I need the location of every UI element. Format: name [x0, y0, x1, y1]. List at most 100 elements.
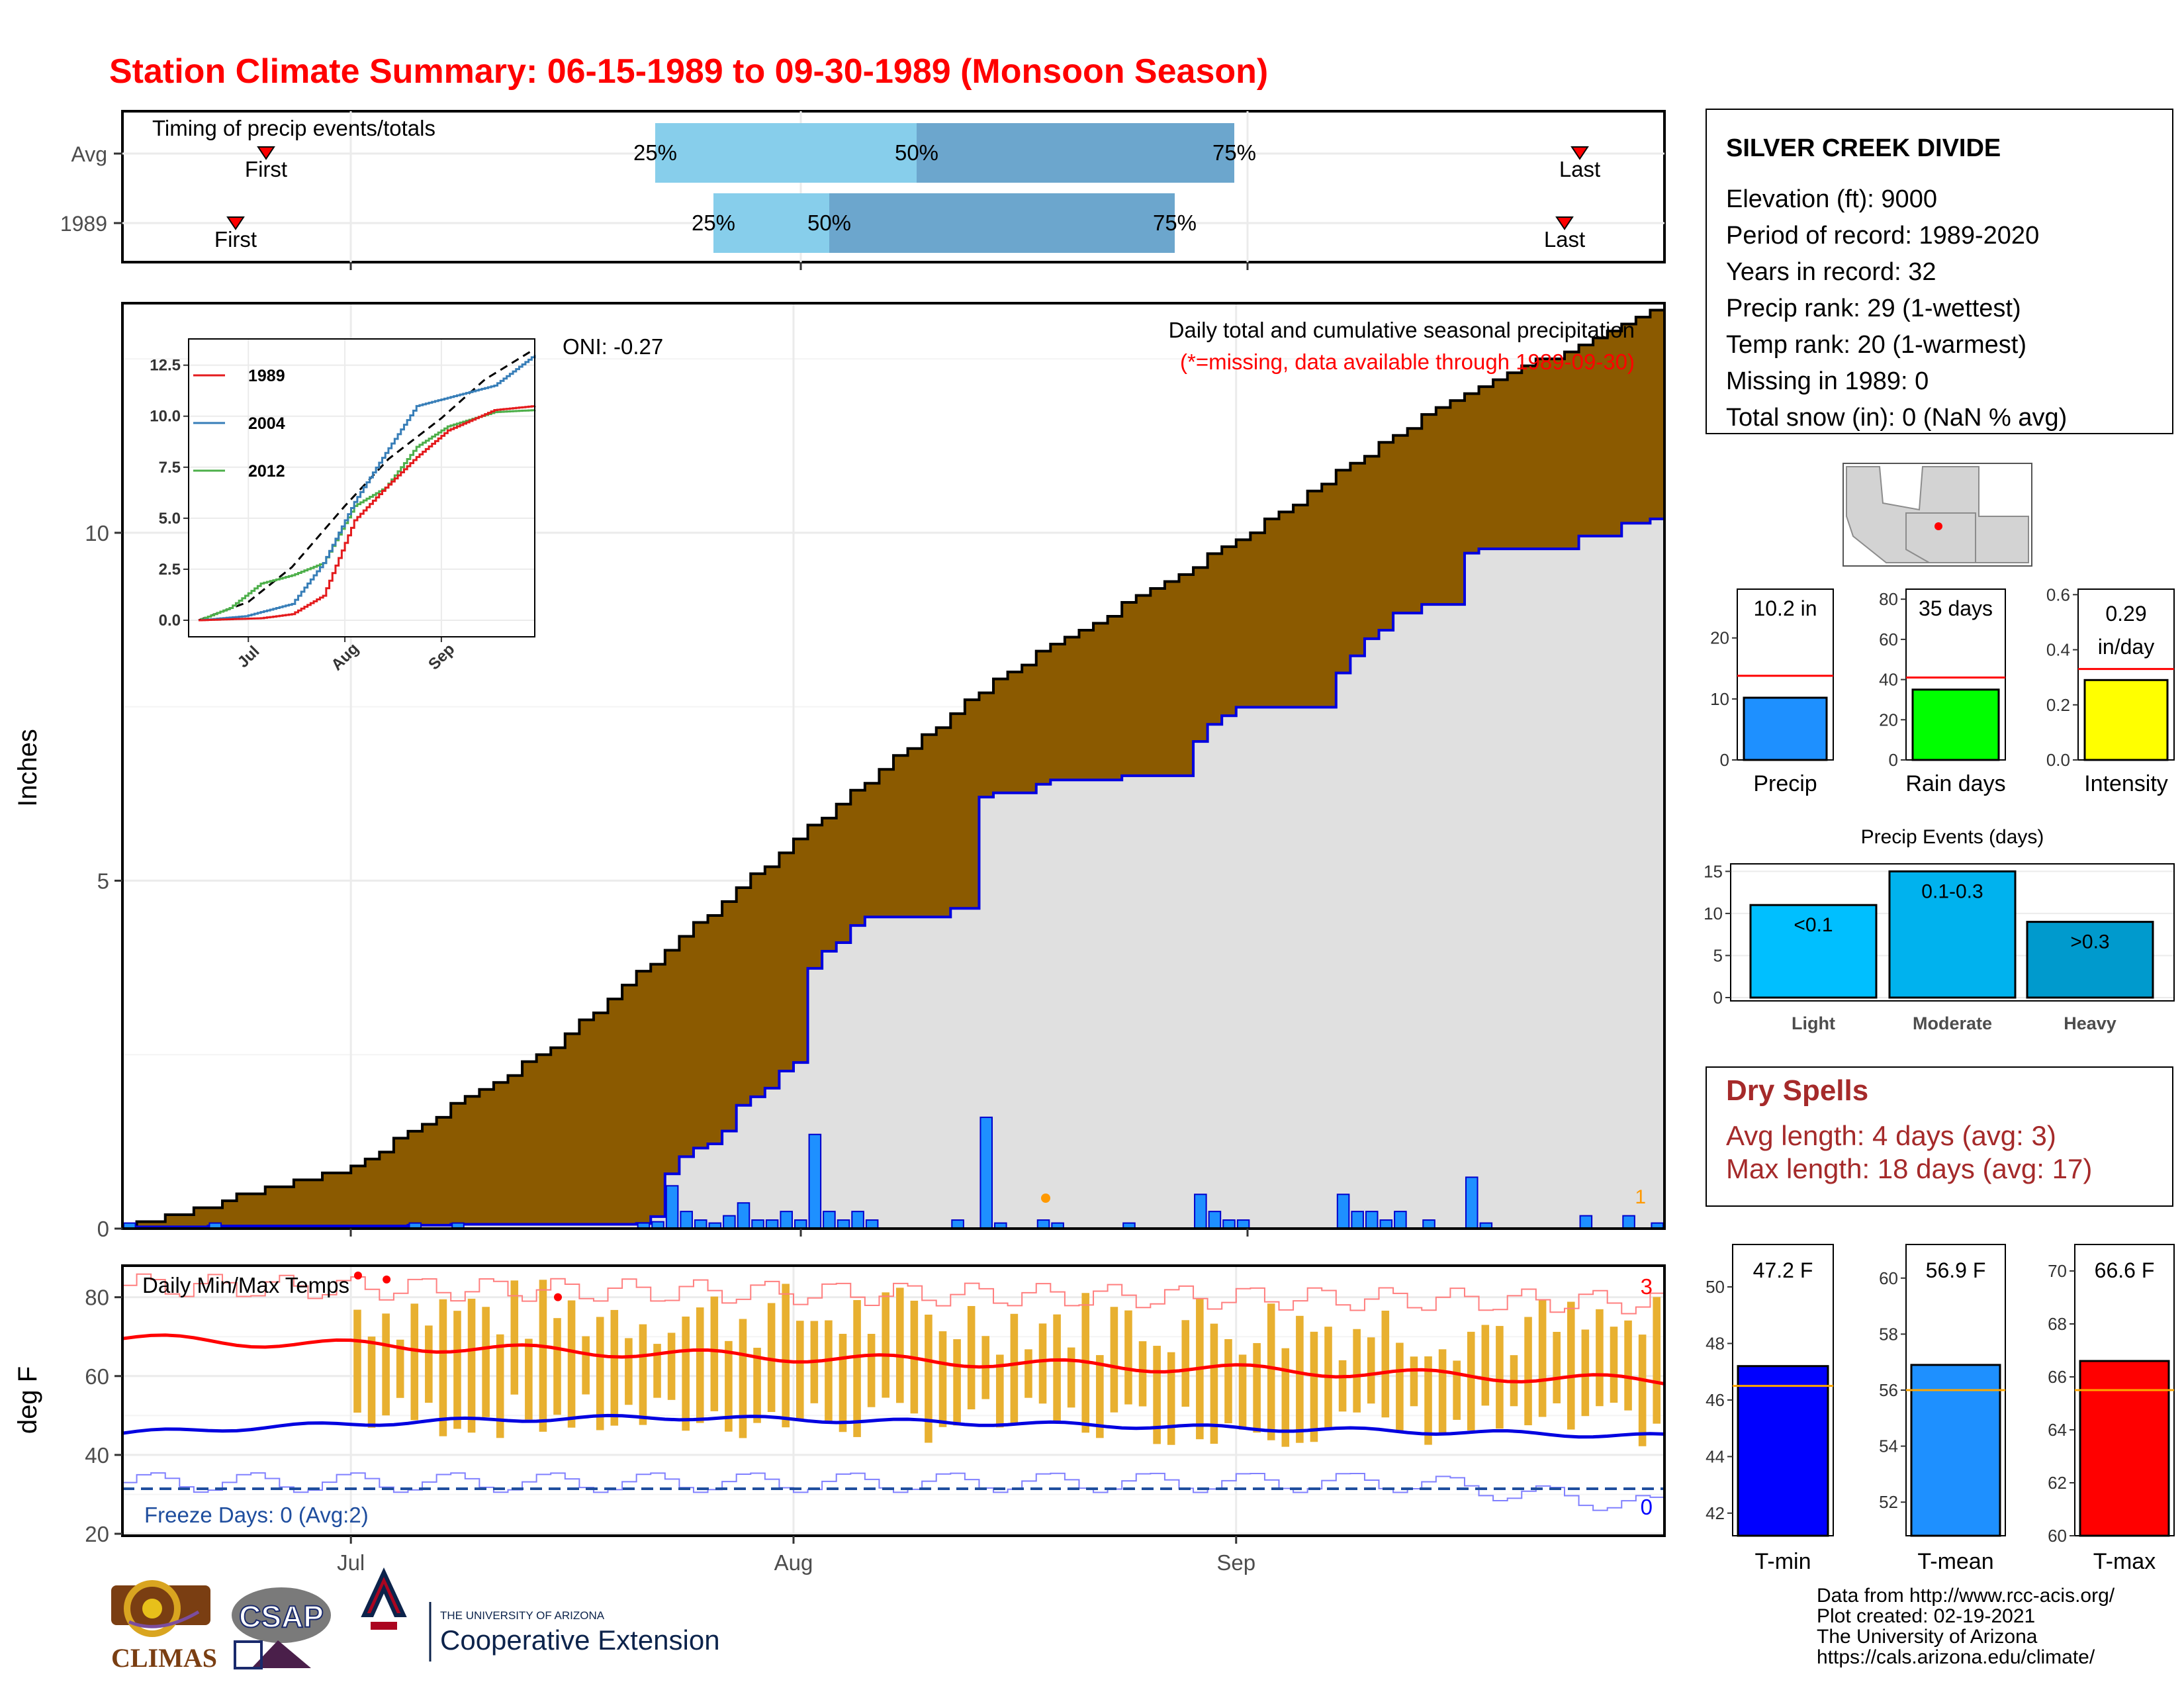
daily-temp-bar — [1124, 1310, 1132, 1405]
temp-summary-bar — [1910, 1364, 2001, 1537]
summary-bar-intensity: 0.0 0.2 0.4 0.6 0.29 in/day Intensity — [2046, 585, 2175, 796]
daily-temp-bar — [1353, 1329, 1361, 1413]
daily-precip-bar — [1394, 1211, 1407, 1230]
daily-temp-bar — [567, 1300, 576, 1428]
credit-line: https://cals.arizona.edu/climate/ — [1817, 1646, 2095, 1668]
inset-y-tick-label: 5.0 — [159, 510, 181, 528]
temp-summary-t-max: 60 62 64 66 68 70 66.6 F T-max — [2048, 1244, 2175, 1574]
daily-temp-bar — [425, 1325, 433, 1403]
daily-temp-bar — [867, 1334, 876, 1407]
timing-row-avg: Avg — [71, 142, 107, 166]
summary-value-label: 35 days — [1919, 596, 1993, 620]
station-line: Elevation (ft): 9000 — [1726, 185, 1937, 213]
cumulative-1989-area — [122, 517, 1664, 1229]
daily-temp-bar — [767, 1303, 776, 1413]
ua-cooperative-extension-logo: THE UNIVERSITY OF ARIZONA Cooperative Ex… — [361, 1567, 720, 1662]
daily-temp-bar — [1267, 1303, 1275, 1440]
precip-events-chart: Precip Events (days) <0.1 0.1-0.3 >0.3 0 5 1… — [1704, 826, 2175, 1033]
daily-temp-bar — [467, 1298, 476, 1433]
daily-precip-bar — [780, 1211, 793, 1230]
summary-y-tick-label: 60 — [1879, 630, 1898, 649]
avg-p75: 75% — [1212, 140, 1256, 165]
avg-p25: 25% — [633, 140, 677, 165]
daily-temp-bar — [839, 1333, 847, 1432]
summary-y-tick-label: 0.4 — [2046, 640, 2070, 660]
daily-temp-bar — [682, 1316, 690, 1431]
daily-precip-bar — [665, 1185, 679, 1229]
inset-y-tick-label: 10.0 — [150, 408, 181, 426]
daily-temp-bar — [1138, 1341, 1147, 1407]
timing-row-year: 1989 — [60, 212, 107, 236]
temp-y-tick-label: 20 — [85, 1522, 109, 1546]
summary-category-label: Intensity — [2084, 771, 2168, 796]
daily-temp-bar — [582, 1336, 590, 1395]
oni-label: ONI: -0.27 — [563, 334, 663, 359]
daily-temp-bar — [1367, 1337, 1375, 1404]
event-category-label: Moderate — [1913, 1013, 1992, 1033]
daily-temp-bar — [739, 1319, 747, 1438]
daily-temp-bar — [825, 1320, 833, 1423]
credit-line: Data from http://www.rcc-acis.org/ — [1817, 1585, 2115, 1607]
summary-value-label: 10.2 in — [1753, 596, 1817, 620]
events-y-tick-label: 5 — [1713, 945, 1723, 965]
summary-y-tick-label: 20 — [1879, 710, 1898, 729]
daily-precip-bar — [1336, 1194, 1350, 1230]
summary-bar — [1911, 688, 2000, 761]
daily-temp-bar — [782, 1284, 790, 1428]
daily-temp-bar — [625, 1338, 633, 1405]
daily-temp-bar — [1410, 1356, 1418, 1407]
daily-temp-bar — [453, 1311, 461, 1429]
summary-bar — [1743, 696, 1828, 761]
temp-summary-y-tick-label: 50 — [1706, 1277, 1725, 1297]
summary-y-tick-label: 0.6 — [2046, 585, 2070, 604]
daily-temp-bar — [367, 1336, 376, 1428]
daily-temp-bar — [1153, 1346, 1161, 1444]
daily-temp-bar — [1567, 1301, 1575, 1430]
daily-precip-bar — [680, 1211, 693, 1230]
y-tick-label: 0 — [97, 1217, 109, 1241]
daily-temp-bar — [853, 1299, 861, 1437]
inset-y-tick-label: 2.5 — [159, 561, 181, 579]
temp-y-tick-label: 60 — [85, 1364, 109, 1389]
summary-category-label: Precip — [1753, 771, 1817, 796]
inset-chart: 0.02.55.07.510.012.5 Jul Aug Sep 198920042… — [150, 338, 536, 674]
precip-events-title: Precip Events (days) — [1861, 826, 2044, 848]
daily-temp-bar — [953, 1339, 961, 1426]
yr-first-label: First — [214, 227, 257, 252]
climas-logo: CLIMAS — [111, 1580, 217, 1673]
inset-legend-label: 2012 — [248, 462, 285, 481]
daily-temp-bar — [482, 1307, 490, 1417]
daily-precip-bar — [723, 1215, 736, 1230]
daily-temp-bar — [996, 1354, 1004, 1428]
inset-y-tick-label: 7.5 — [159, 459, 181, 477]
summary-bar-rain-days: 0 20 40 60 80 35 days Rain days — [1879, 588, 2006, 796]
dry-spells-title: Dry Spells — [1726, 1074, 1868, 1107]
summary-bar — [2083, 679, 2169, 761]
inset-line-2004 — [199, 355, 536, 622]
event-bar-label: 0.1-0.3 — [1921, 880, 1983, 902]
daily-temp-bar — [1653, 1297, 1661, 1424]
daily-temp-bar — [796, 1321, 804, 1420]
daily-temp-bar — [667, 1333, 676, 1400]
daily-precip-bar — [851, 1211, 864, 1230]
station-location-dot — [1934, 522, 1942, 530]
dry-spells-avg: Avg length: 4 days (avg: 3) — [1726, 1120, 2056, 1151]
daily-temp-bar — [882, 1292, 889, 1398]
daily-temp-bar — [1638, 1335, 1647, 1446]
daily-precip-bar — [808, 1133, 822, 1229]
daily-temp-bar — [610, 1309, 619, 1426]
inset-line-1989 — [199, 405, 536, 622]
daily-temp-bar — [1024, 1349, 1032, 1398]
daily-temp-bar — [710, 1296, 719, 1411]
temp-summary-category-label: T-min — [1755, 1549, 1811, 1574]
daily-temp-bar — [1624, 1320, 1632, 1411]
event-bar — [2026, 921, 2154, 999]
daily-temp-bar — [967, 1305, 976, 1410]
daily-precip-bar — [979, 1116, 993, 1229]
daily-temp-bar — [1038, 1323, 1047, 1404]
daily-temp-bar — [396, 1339, 404, 1398]
temp-summary-t-min: 42 44 46 48 50 47.2 F T-min — [1706, 1244, 1834, 1574]
avg-last-label: Last — [1559, 157, 1600, 181]
event-bar — [1888, 870, 2017, 999]
